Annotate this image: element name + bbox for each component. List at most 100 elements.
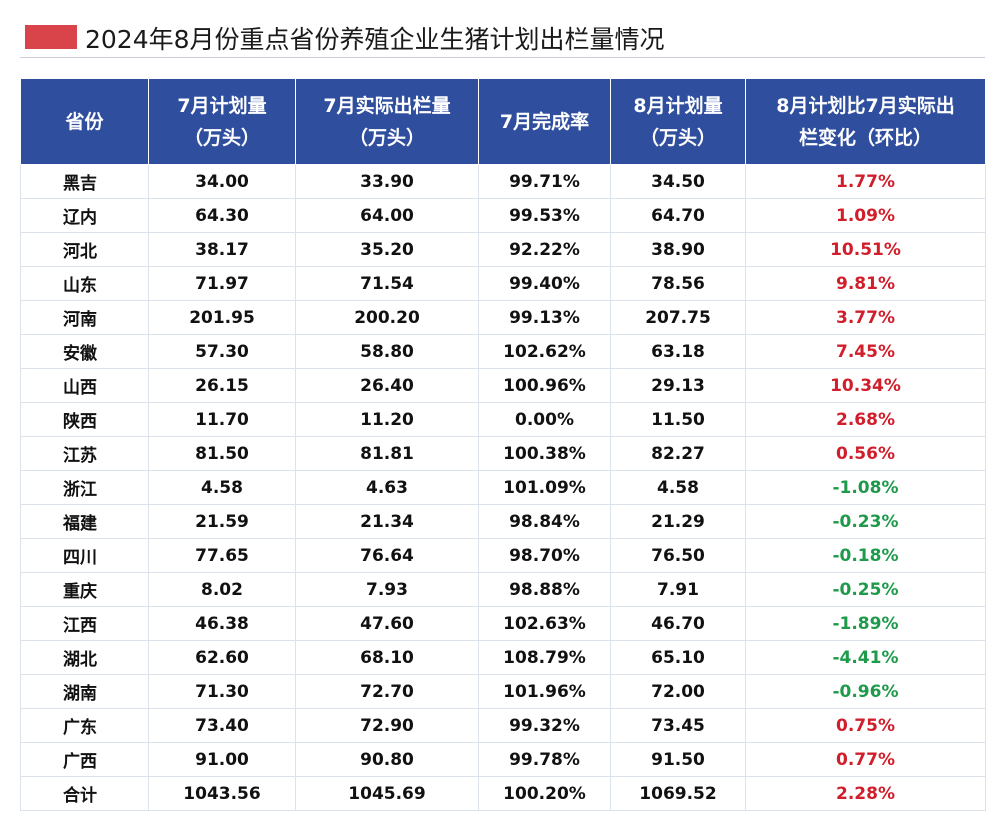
table-cell: 99.78% [478, 742, 611, 777]
table-cell: 207.75 [610, 300, 746, 335]
table-cell: 62.60 [148, 640, 296, 675]
table-cell: 77.65 [148, 538, 296, 573]
table-cell: 100.20% [478, 776, 611, 811]
table-cell: 57.30 [148, 334, 296, 369]
table-row: 福建 21.59 21.34 98.84% 21.29 -0.23% [20, 504, 986, 539]
table-cell: 陕西 [20, 402, 149, 437]
table-row: 陕西 11.70 11.20 0.00% 11.50 2.68% [20, 402, 986, 437]
column-header: 省份 [20, 78, 149, 165]
table-cell: 江西 [20, 606, 149, 641]
table-cell: 33.90 [295, 164, 479, 199]
table-row: 山西 26.15 26.40 100.96% 29.13 10.34% [20, 368, 986, 403]
table-cell: 102.63% [478, 606, 611, 641]
table-cell: 200.20 [295, 300, 479, 335]
table-cell: 湖北 [20, 640, 149, 675]
table-cell: 73.45 [610, 708, 746, 743]
table-cell: 1.09% [745, 198, 986, 233]
column-header: 8月计划量 （万头） [610, 78, 746, 165]
table-cell: 108.79% [478, 640, 611, 675]
column-header: 7月计划量 （万头） [148, 78, 296, 165]
table-cell: 山东 [20, 266, 149, 301]
table-cell: 92.22% [478, 232, 611, 267]
table-cell: 9.81% [745, 266, 986, 301]
table-cell: 山西 [20, 368, 149, 403]
table-cell: 29.13 [610, 368, 746, 403]
table-cell: 广东 [20, 708, 149, 743]
column-header: 7月实际出栏量 （万头） [295, 78, 479, 165]
table-cell: -1.89% [745, 606, 986, 641]
table-row: 广东 73.40 72.90 99.32% 73.45 0.75% [20, 708, 986, 743]
table-cell: 81.81 [295, 436, 479, 471]
title-marker [25, 25, 77, 49]
table-cell: 72.00 [610, 674, 746, 709]
table-row: 四川 77.65 76.64 98.70% 76.50 -0.18% [20, 538, 986, 573]
table-row: 山东 71.97 71.54 99.40% 78.56 9.81% [20, 266, 986, 301]
table-cell: 21.34 [295, 504, 479, 539]
table-cell: 7.93 [295, 572, 479, 607]
table-cell: 26.40 [295, 368, 479, 403]
table-cell: 8.02 [148, 572, 296, 607]
table-cell: 10.34% [745, 368, 986, 403]
table-cell: 72.90 [295, 708, 479, 743]
table-cell: 64.30 [148, 198, 296, 233]
table-cell: 98.88% [478, 572, 611, 607]
table-cell: 90.80 [295, 742, 479, 777]
table-row: 合计 1043.56 1045.69 100.20% 1069.52 2.28% [20, 776, 986, 811]
table-cell: 10.51% [745, 232, 986, 267]
header-row: 省份 7月计划量 （万头） 7月实际出栏量 （万头） 7月完成率 8月计划量 （万头） 8… [20, 78, 986, 165]
table-cell: 福建 [20, 504, 149, 539]
table-cell: 34.50 [610, 164, 746, 199]
table-row: 浙江 4.58 4.63 101.09% 4.58 -1.08% [20, 470, 986, 505]
table-cell: 重庆 [20, 572, 149, 607]
table-row: 江西 46.38 47.60 102.63% 46.70 -1.89% [20, 606, 986, 641]
table-cell: 99.71% [478, 164, 611, 199]
table-cell: 1045.69 [295, 776, 479, 811]
table-cell: 38.17 [148, 232, 296, 267]
table-cell: 100.38% [478, 436, 611, 471]
table-cell: 四川 [20, 538, 149, 573]
table-cell: 7.91 [610, 572, 746, 607]
table-cell: 91.00 [148, 742, 296, 777]
table-cell: 64.70 [610, 198, 746, 233]
table-cell: 102.62% [478, 334, 611, 369]
table-cell: 河北 [20, 232, 149, 267]
table-cell: -0.23% [745, 504, 986, 539]
table-cell: -0.25% [745, 572, 986, 607]
table-row: 河北 38.17 35.20 92.22% 38.90 10.51% [20, 232, 986, 267]
table-cell: 64.00 [295, 198, 479, 233]
table-row: 辽内 64.30 64.00 99.53% 64.70 1.09% [20, 198, 986, 233]
table-row: 江苏 81.50 81.81 100.38% 82.27 0.56% [20, 436, 986, 471]
table-body: 黑吉 34.00 33.90 99.71% 34.50 1.77% 辽内 64.30 64.00… [20, 164, 986, 811]
table-cell: 26.15 [148, 368, 296, 403]
table-cell: 1.77% [745, 164, 986, 199]
table-cell: 0.00% [478, 402, 611, 437]
table-cell: 0.77% [745, 742, 986, 777]
column-header: 8月计划比7月实际出 栏变化（环比） [745, 78, 986, 165]
table-row: 广西 91.00 90.80 99.78% 91.50 0.77% [20, 742, 986, 777]
table-cell: 1043.56 [148, 776, 296, 811]
table-cell: 46.38 [148, 606, 296, 641]
table-cell: 76.64 [295, 538, 479, 573]
table-cell: 99.40% [478, 266, 611, 301]
table-cell: 101.96% [478, 674, 611, 709]
table-cell: 98.84% [478, 504, 611, 539]
table-cell: 7.45% [745, 334, 986, 369]
table-cell: 99.13% [478, 300, 611, 335]
table-row: 湖北 62.60 68.10 108.79% 65.10 -4.41% [20, 640, 986, 675]
table-cell: 2.28% [745, 776, 986, 811]
table-cell: 0.56% [745, 436, 986, 471]
table-cell: 河南 [20, 300, 149, 335]
table-cell: 71.30 [148, 674, 296, 709]
table-cell: 58.80 [295, 334, 479, 369]
table-cell: 47.60 [295, 606, 479, 641]
title: 2024年8月份重点省份养殖企业生猪计划出栏量情况 [85, 25, 665, 54]
table-cell: 82.27 [610, 436, 746, 471]
table-cell: 72.70 [295, 674, 479, 709]
table-cell: 合计 [20, 776, 149, 811]
table-cell: 11.50 [610, 402, 746, 437]
table-cell: 38.90 [610, 232, 746, 267]
table-cell: 浙江 [20, 470, 149, 505]
table-row: 重庆 8.02 7.93 98.88% 7.91 -0.25% [20, 572, 986, 607]
table-cell: -4.41% [745, 640, 986, 675]
table-cell: 4.58 [148, 470, 296, 505]
